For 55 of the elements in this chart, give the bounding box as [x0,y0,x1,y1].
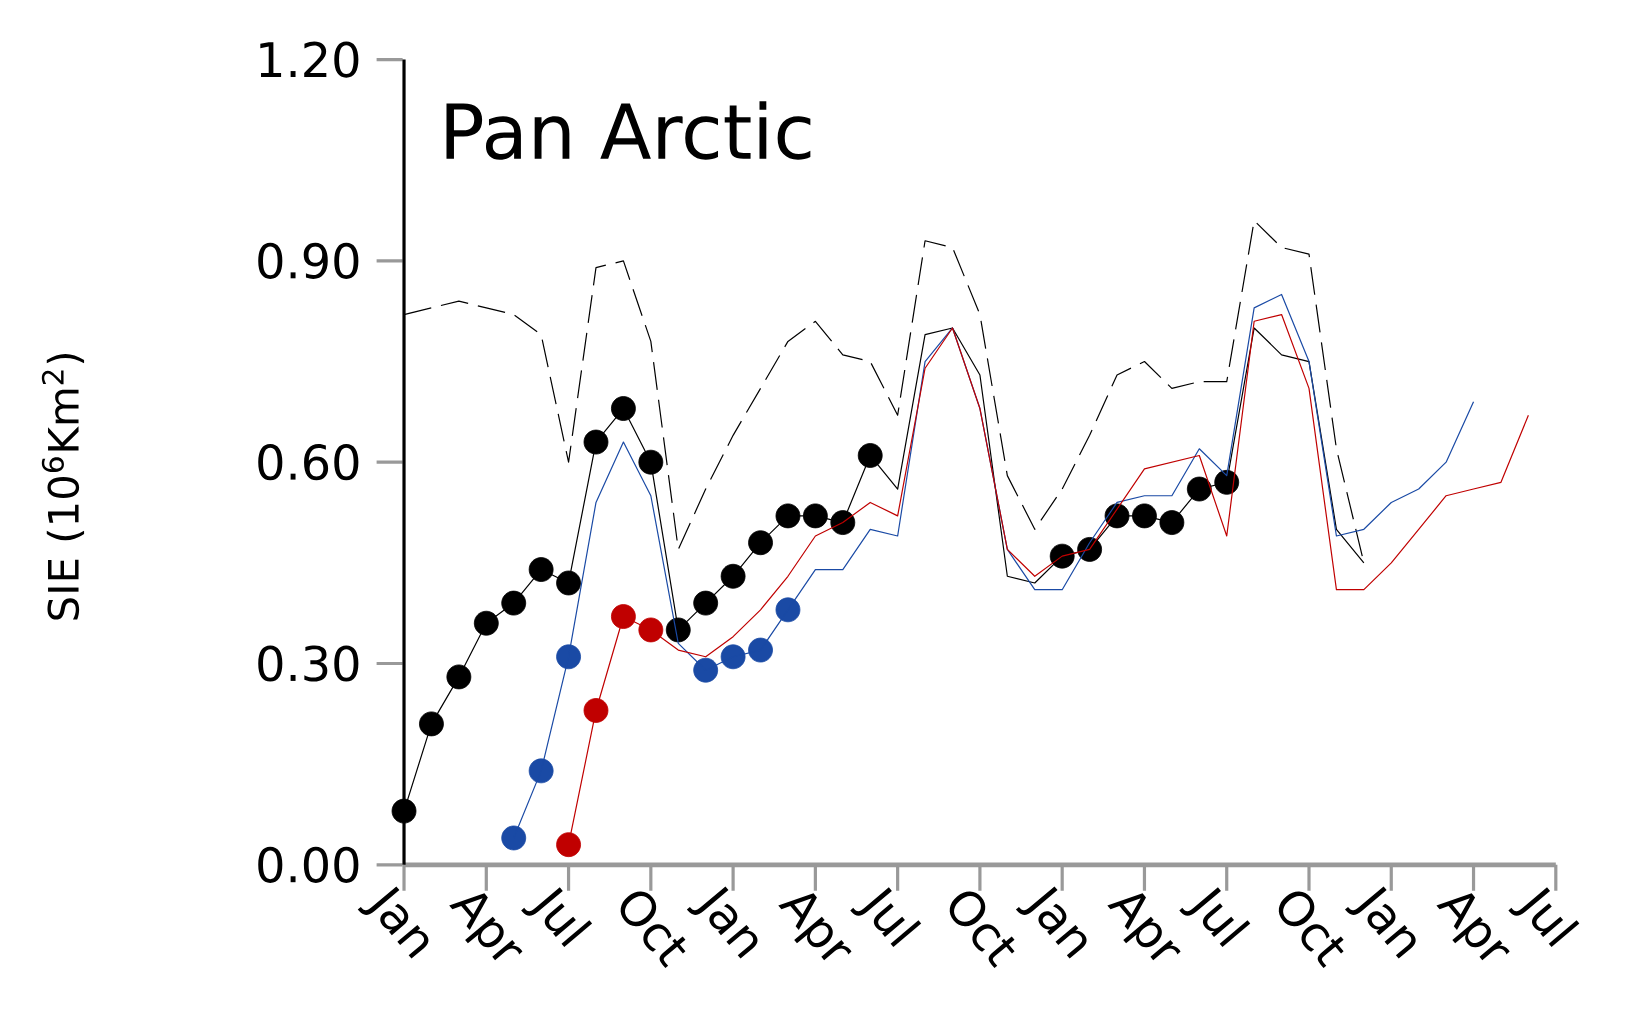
y-axis-title: SIE (10$^{6}$Km$^{2}$) [41,353,85,620]
y-tick-label: 1.20 [260,41,359,78]
point [720,563,746,589]
y-tick-label: 0.60 [258,444,359,481]
y-tick-label: 0.90 [258,242,359,279]
point [1132,503,1157,529]
x-tick-label: Jan [357,886,429,959]
x-tick-label: Oct [949,891,1015,969]
point [720,644,746,670]
point [857,443,883,468]
point [528,758,554,784]
point [419,711,444,737]
point [446,664,472,690]
point [583,429,609,455]
point [583,698,609,723]
x-tick-label: Jul [850,887,922,947]
x-tick-label: Jul [1508,887,1580,947]
x-tick-label: Jan [1015,886,1087,959]
point [693,657,719,683]
point [802,503,828,529]
point [556,570,581,596]
x-tick-label: Jul [1179,887,1251,947]
point [665,617,691,643]
point [775,503,801,529]
point [1159,510,1185,535]
point [556,644,581,670]
point [1049,543,1075,569]
point [693,590,719,616]
point [638,617,664,643]
point [556,832,581,858]
x-tick-label: Apr [449,893,523,961]
y-tick-label: 0.00 [258,846,359,883]
x-tick-label: Apr [778,893,852,961]
point [775,597,801,623]
point [528,557,554,582]
point [638,449,664,475]
y-tick-label: 0.30 [258,645,359,682]
point [748,530,773,556]
x-tick-label: Jan [1345,886,1416,959]
chart-title: Pan Arctic [446,101,811,160]
point [501,825,527,851]
x-tick-label: Oct [1278,891,1344,969]
point [501,590,527,616]
x-tick-label: Jul [521,887,593,947]
x-tick-label: Oct [620,891,686,969]
x-tick-label: Jan [686,886,758,959]
point [473,610,499,636]
point [748,637,773,663]
point [611,604,636,629]
point [830,510,856,535]
point [1186,476,1212,502]
point [391,798,417,824]
x-tick-label: Apr [1436,893,1510,961]
x-tick-label: Apr [1107,893,1181,961]
point [611,396,636,421]
